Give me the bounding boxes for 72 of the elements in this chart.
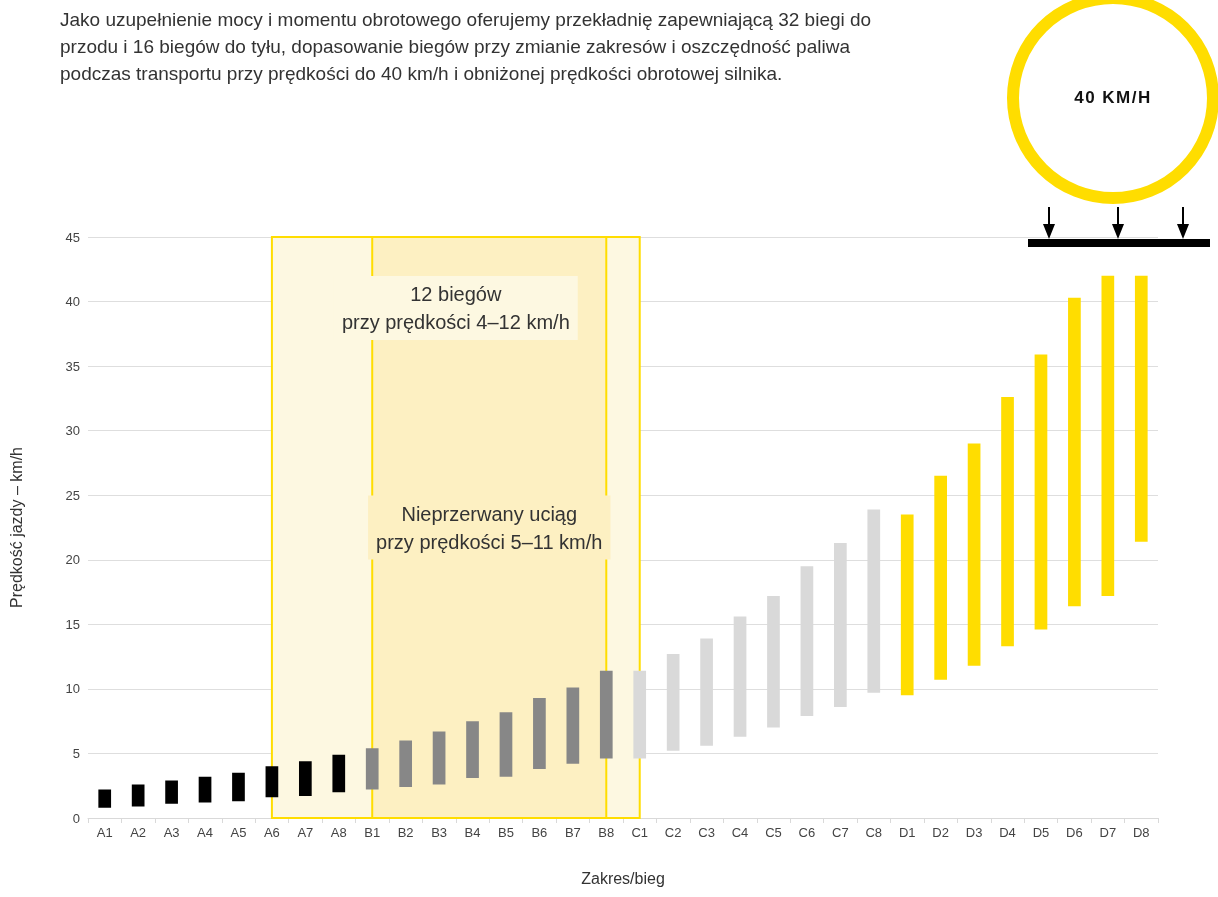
- x-tick-label: B7: [564, 825, 581, 840]
- y-tick-label: 40: [65, 294, 80, 310]
- x-tick-label: A2: [130, 825, 147, 840]
- x-tick-label: A4: [197, 825, 213, 840]
- x-tick-label: B6: [531, 825, 548, 840]
- y-tick-label: 15: [65, 616, 80, 632]
- x-tick-label: D7: [1099, 825, 1117, 840]
- bar: [1034, 354, 1048, 630]
- bar: [1101, 275, 1115, 596]
- x-tick-label: A6: [263, 825, 280, 840]
- y-axis-title: Prędkość jazdy – km/h: [7, 447, 25, 608]
- bar: [1001, 397, 1014, 647]
- bar: [466, 721, 479, 778]
- x-tick-label: D2: [932, 825, 949, 840]
- bar: [599, 670, 613, 759]
- x-tick-label: D3: [965, 825, 983, 840]
- bar: [1068, 297, 1081, 607]
- bar: [232, 772, 245, 802]
- chart-title: Jako uzupełnienie mocy i momentu obrotowego oferujemy przekładnię zapewniającą 32 biegi do przodu i 16 biegów do tyłu, dopasowanie biegów przy zmianie zakresów i oszczędność paliwa podczas transportu przy prędkości do 40 km/h i obniżonej prędkości obrotowej silnika.: [60, 8, 873, 86]
- bar: [499, 712, 513, 777]
- x-tick-label: D5: [1032, 825, 1050, 840]
- bar: [365, 748, 379, 790]
- x-tick-label: C7: [832, 825, 849, 840]
- x-tick-label: C3: [698, 825, 715, 840]
- x-tick-label: B3: [431, 825, 448, 840]
- x-tick-label: D6: [1066, 825, 1083, 840]
- bar: [900, 514, 914, 696]
- bar: [1134, 275, 1148, 542]
- band-label: 12 biegów przy prędkości 4–12 km/h: [341, 283, 570, 333]
- x-tick-label: C8: [865, 825, 883, 840]
- bar: [432, 731, 446, 785]
- x-axis-title: Zakres/bieg: [581, 869, 665, 887]
- y-tick-label: 30: [65, 423, 80, 439]
- x-tick-label: C2: [664, 825, 682, 840]
- x-tick-label: B8: [598, 825, 615, 840]
- y-tick-label: 25: [65, 487, 80, 503]
- x-tick-label: B1: [364, 825, 381, 840]
- y-tick-label: 0: [72, 810, 80, 826]
- bar: [198, 776, 212, 803]
- bar: [967, 443, 981, 666]
- bar: [131, 784, 145, 807]
- x-tick-label: D8: [1132, 825, 1150, 840]
- x-tick-label: A1: [96, 825, 113, 840]
- x-tick-label: C6: [798, 825, 816, 840]
- y-tick-label: 35: [65, 358, 80, 374]
- bar: [332, 754, 346, 793]
- y-tick-label: 5: [72, 745, 80, 761]
- x-tick-label: D1: [898, 825, 916, 840]
- bar: [298, 761, 312, 797]
- bar: [98, 789, 112, 808]
- x-tick-label: B5: [498, 825, 514, 840]
- bar: [265, 766, 279, 798]
- bar: [566, 687, 580, 764]
- x-tick-label: C5: [765, 825, 782, 840]
- x-tick-label: C4: [731, 825, 749, 840]
- bar: [533, 697, 546, 769]
- bar: [934, 475, 948, 680]
- x-tick-label: A8: [330, 825, 347, 840]
- y-tick-label: 45: [65, 229, 80, 245]
- bar: [399, 740, 413, 788]
- x-tick-label: B4: [464, 825, 481, 840]
- y-tick-label: 10: [65, 681, 80, 697]
- x-tick-label: B2: [397, 825, 414, 840]
- x-tick-label: D4: [999, 825, 1016, 840]
- band-label: Nieprzerwany uciąg przy prędkości 5–11 km/h: [376, 502, 603, 553]
- y-tick-label: 20: [65, 552, 80, 568]
- bar: [165, 780, 178, 804]
- x-tick-label: A7: [297, 825, 314, 840]
- x-tick-label: C1: [631, 825, 649, 840]
- circle-badge: 40 KM/H: [1007, 0, 1218, 204]
- x-tick-label: A3: [163, 825, 180, 840]
- x-tick-label: A5: [230, 825, 247, 840]
